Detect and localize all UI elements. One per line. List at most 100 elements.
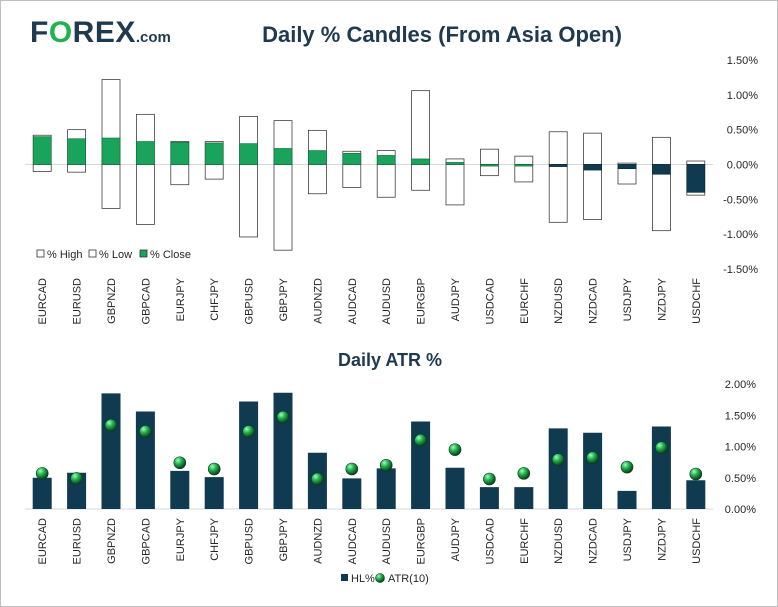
candle-gbpusd bbox=[239, 116, 259, 238]
candle-close-box bbox=[136, 141, 155, 165]
candle-low-box bbox=[67, 164, 86, 173]
atr-bar-gbpnzd bbox=[101, 393, 121, 509]
candle-eurgbp bbox=[411, 90, 431, 191]
candles-y-tick: -1.50% bbox=[723, 264, 758, 276]
candles-x-label: NZDCAD bbox=[588, 278, 600, 324]
atr-x-label: NZDJPY bbox=[656, 517, 668, 560]
candle-usdjpy bbox=[617, 162, 637, 185]
atr-x-label: AUDUSD bbox=[381, 518, 393, 565]
candle-close-box bbox=[273, 148, 293, 165]
candle-close-box bbox=[376, 155, 396, 165]
candles-x-label: CHFJPY bbox=[209, 277, 221, 320]
candles-x-label: USDJPY bbox=[622, 277, 634, 321]
atr-dot-eurcad bbox=[35, 467, 49, 480]
candles-x-label: NZDJPY bbox=[656, 277, 668, 320]
candle-low-box bbox=[101, 164, 121, 209]
atr-x-label: GBPJPY bbox=[278, 517, 290, 561]
atr-bars bbox=[32, 392, 706, 509]
atr-dot-audjpy bbox=[448, 443, 462, 456]
candle-high-box bbox=[548, 131, 568, 165]
candles-x-label: EURUSD bbox=[72, 278, 84, 325]
candle-low-box bbox=[342, 164, 362, 188]
candle-usdchf bbox=[686, 160, 706, 196]
candle-close-box bbox=[32, 136, 52, 165]
atr-dot-eurjpy bbox=[173, 456, 187, 470]
atr-dot-gbpcad bbox=[139, 425, 152, 438]
candle-usdcad bbox=[479, 148, 499, 177]
atr-x-label: AUDNZD bbox=[312, 518, 324, 564]
atr-bar-gbpcad bbox=[135, 411, 155, 509]
candle-close-box bbox=[548, 164, 568, 167]
candle-close-box bbox=[411, 158, 430, 165]
candle-close-box bbox=[514, 164, 534, 167]
candles-x-label: GBPUSD bbox=[244, 278, 256, 325]
candles-y-tick: 1.50% bbox=[727, 55, 758, 67]
candle-gbpjpy bbox=[273, 120, 293, 251]
atr-x-label: USDCAD bbox=[484, 518, 496, 565]
candle-low-box bbox=[135, 164, 155, 225]
atr-y-tick: 0.50% bbox=[725, 473, 756, 485]
atr-dot-audnzd bbox=[311, 472, 324, 486]
candles-y-tick: -1.00% bbox=[723, 229, 758, 241]
candles-x-label: AUDJPY bbox=[450, 277, 462, 321]
candle-close-box bbox=[617, 164, 637, 169]
atr-dot-gbpusd bbox=[242, 425, 255, 438]
atr-y-axis: 2.00% 1.50% 1.00% 0.50% 0.00% bbox=[725, 379, 756, 516]
atr-dot-eurchf bbox=[517, 467, 531, 480]
legend-hl-label: HL% bbox=[351, 573, 375, 585]
atr-bar-audjpy bbox=[445, 467, 465, 509]
candle-close-box bbox=[583, 164, 602, 171]
candle-nzdcad bbox=[583, 132, 602, 220]
atr-x-label: AUDJPY bbox=[450, 517, 462, 561]
atr-bar-nzdusd bbox=[548, 428, 568, 509]
atr-dot-gbpnzd bbox=[104, 418, 118, 432]
atr-dot-audcad bbox=[345, 462, 359, 476]
candle-low-box bbox=[548, 164, 568, 223]
candle-low-box bbox=[411, 164, 431, 191]
candles-x-label: GBPJPY bbox=[278, 277, 290, 321]
candle-close-box bbox=[308, 150, 327, 165]
atr-x-label: GBPNZD bbox=[106, 518, 118, 564]
atr-x-label: GBPCAD bbox=[140, 518, 152, 565]
candle-high-box bbox=[479, 148, 499, 165]
candle-close-box bbox=[101, 137, 121, 165]
candle-low-box bbox=[273, 164, 293, 251]
atr-bar-audusd bbox=[376, 468, 396, 509]
candle-close-box bbox=[480, 164, 499, 167]
atr-bar-nzdjpy bbox=[651, 426, 671, 509]
atr-bar-eurchf bbox=[514, 487, 534, 509]
candles-plot bbox=[32, 79, 706, 251]
candle-nzdusd bbox=[548, 131, 568, 223]
legend-hl-swatch bbox=[341, 574, 348, 581]
atr-y-tick: 1.50% bbox=[725, 410, 756, 422]
atr-bar-eurjpy bbox=[170, 470, 190, 509]
atr-bar-usdchf bbox=[686, 480, 706, 509]
atr-dot-chfjpy bbox=[207, 462, 221, 476]
candle-gbpnzd bbox=[101, 79, 121, 209]
atr-bar-usdcad bbox=[479, 487, 499, 509]
atr-bar-chfjpy bbox=[204, 477, 224, 509]
atr-dots bbox=[35, 410, 703, 486]
candle-audcad bbox=[342, 150, 362, 188]
candle-high-box bbox=[514, 155, 534, 165]
legend-close-swatch bbox=[139, 249, 148, 258]
candle-close-box bbox=[170, 141, 190, 165]
atr-dot-nzdjpy bbox=[655, 441, 668, 455]
candles-x-label: USDCAD bbox=[484, 278, 496, 325]
legend-high-label: % High bbox=[47, 249, 82, 261]
candle-eurcad bbox=[32, 134, 52, 172]
candle-close-box bbox=[204, 142, 224, 165]
candle-close-box bbox=[239, 143, 258, 165]
atr-dot-gbpjpy bbox=[276, 410, 290, 424]
candles-y-tick: 0.50% bbox=[727, 125, 758, 137]
candles-x-label: EURCAD bbox=[37, 278, 49, 325]
candle-close-box bbox=[445, 162, 465, 165]
candle-low-box bbox=[583, 164, 602, 220]
atr-bar-gbpusd bbox=[239, 401, 259, 509]
atr-x-label: USDJPY bbox=[622, 517, 634, 561]
atr-x-label: AUDCAD bbox=[347, 518, 359, 565]
candle-eurchf bbox=[514, 155, 534, 183]
atr-x-label: NZDUSD bbox=[553, 518, 565, 564]
candles-y-tick: 0.00% bbox=[727, 160, 758, 172]
candle-close-box bbox=[652, 164, 671, 175]
